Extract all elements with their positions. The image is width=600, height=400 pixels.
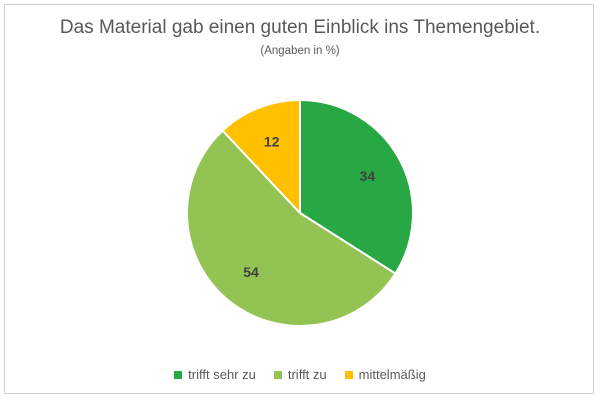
legend-label-trifft-sehr-zu: trifft sehr zu xyxy=(188,367,256,382)
chart-legend: trifft sehr zu trifft zu mittelmäßig xyxy=(0,367,600,382)
data-label-mittelmaessig: 12 xyxy=(264,134,280,150)
legend-item-trifft-zu: trifft zu xyxy=(273,367,327,382)
legend-label-trifft-zu: trifft zu xyxy=(287,367,327,382)
legend-swatch-trifft-zu xyxy=(273,370,282,379)
data-label-trifft-sehr-zu: 34 xyxy=(360,168,376,184)
legend-item-mittelmaessig: mittelmäßig xyxy=(344,367,426,382)
chart-subtitle: (Angaben in %) xyxy=(260,45,340,57)
chart-title: Das Material gab einen guten Einblick in… xyxy=(59,17,541,38)
legend-label-mittelmaessig: mittelmäßig xyxy=(358,367,426,382)
legend-swatch-mittelmaessig xyxy=(344,370,353,379)
legend-swatch-trifft-sehr-zu xyxy=(174,370,183,379)
legend-item-trifft-sehr-zu: trifft sehr zu xyxy=(174,367,256,382)
pie-slice-trifft-zu xyxy=(186,129,397,328)
data-label-trifft-zu: 54 xyxy=(243,264,259,280)
pie-slice-mittelmaessig xyxy=(221,98,301,216)
